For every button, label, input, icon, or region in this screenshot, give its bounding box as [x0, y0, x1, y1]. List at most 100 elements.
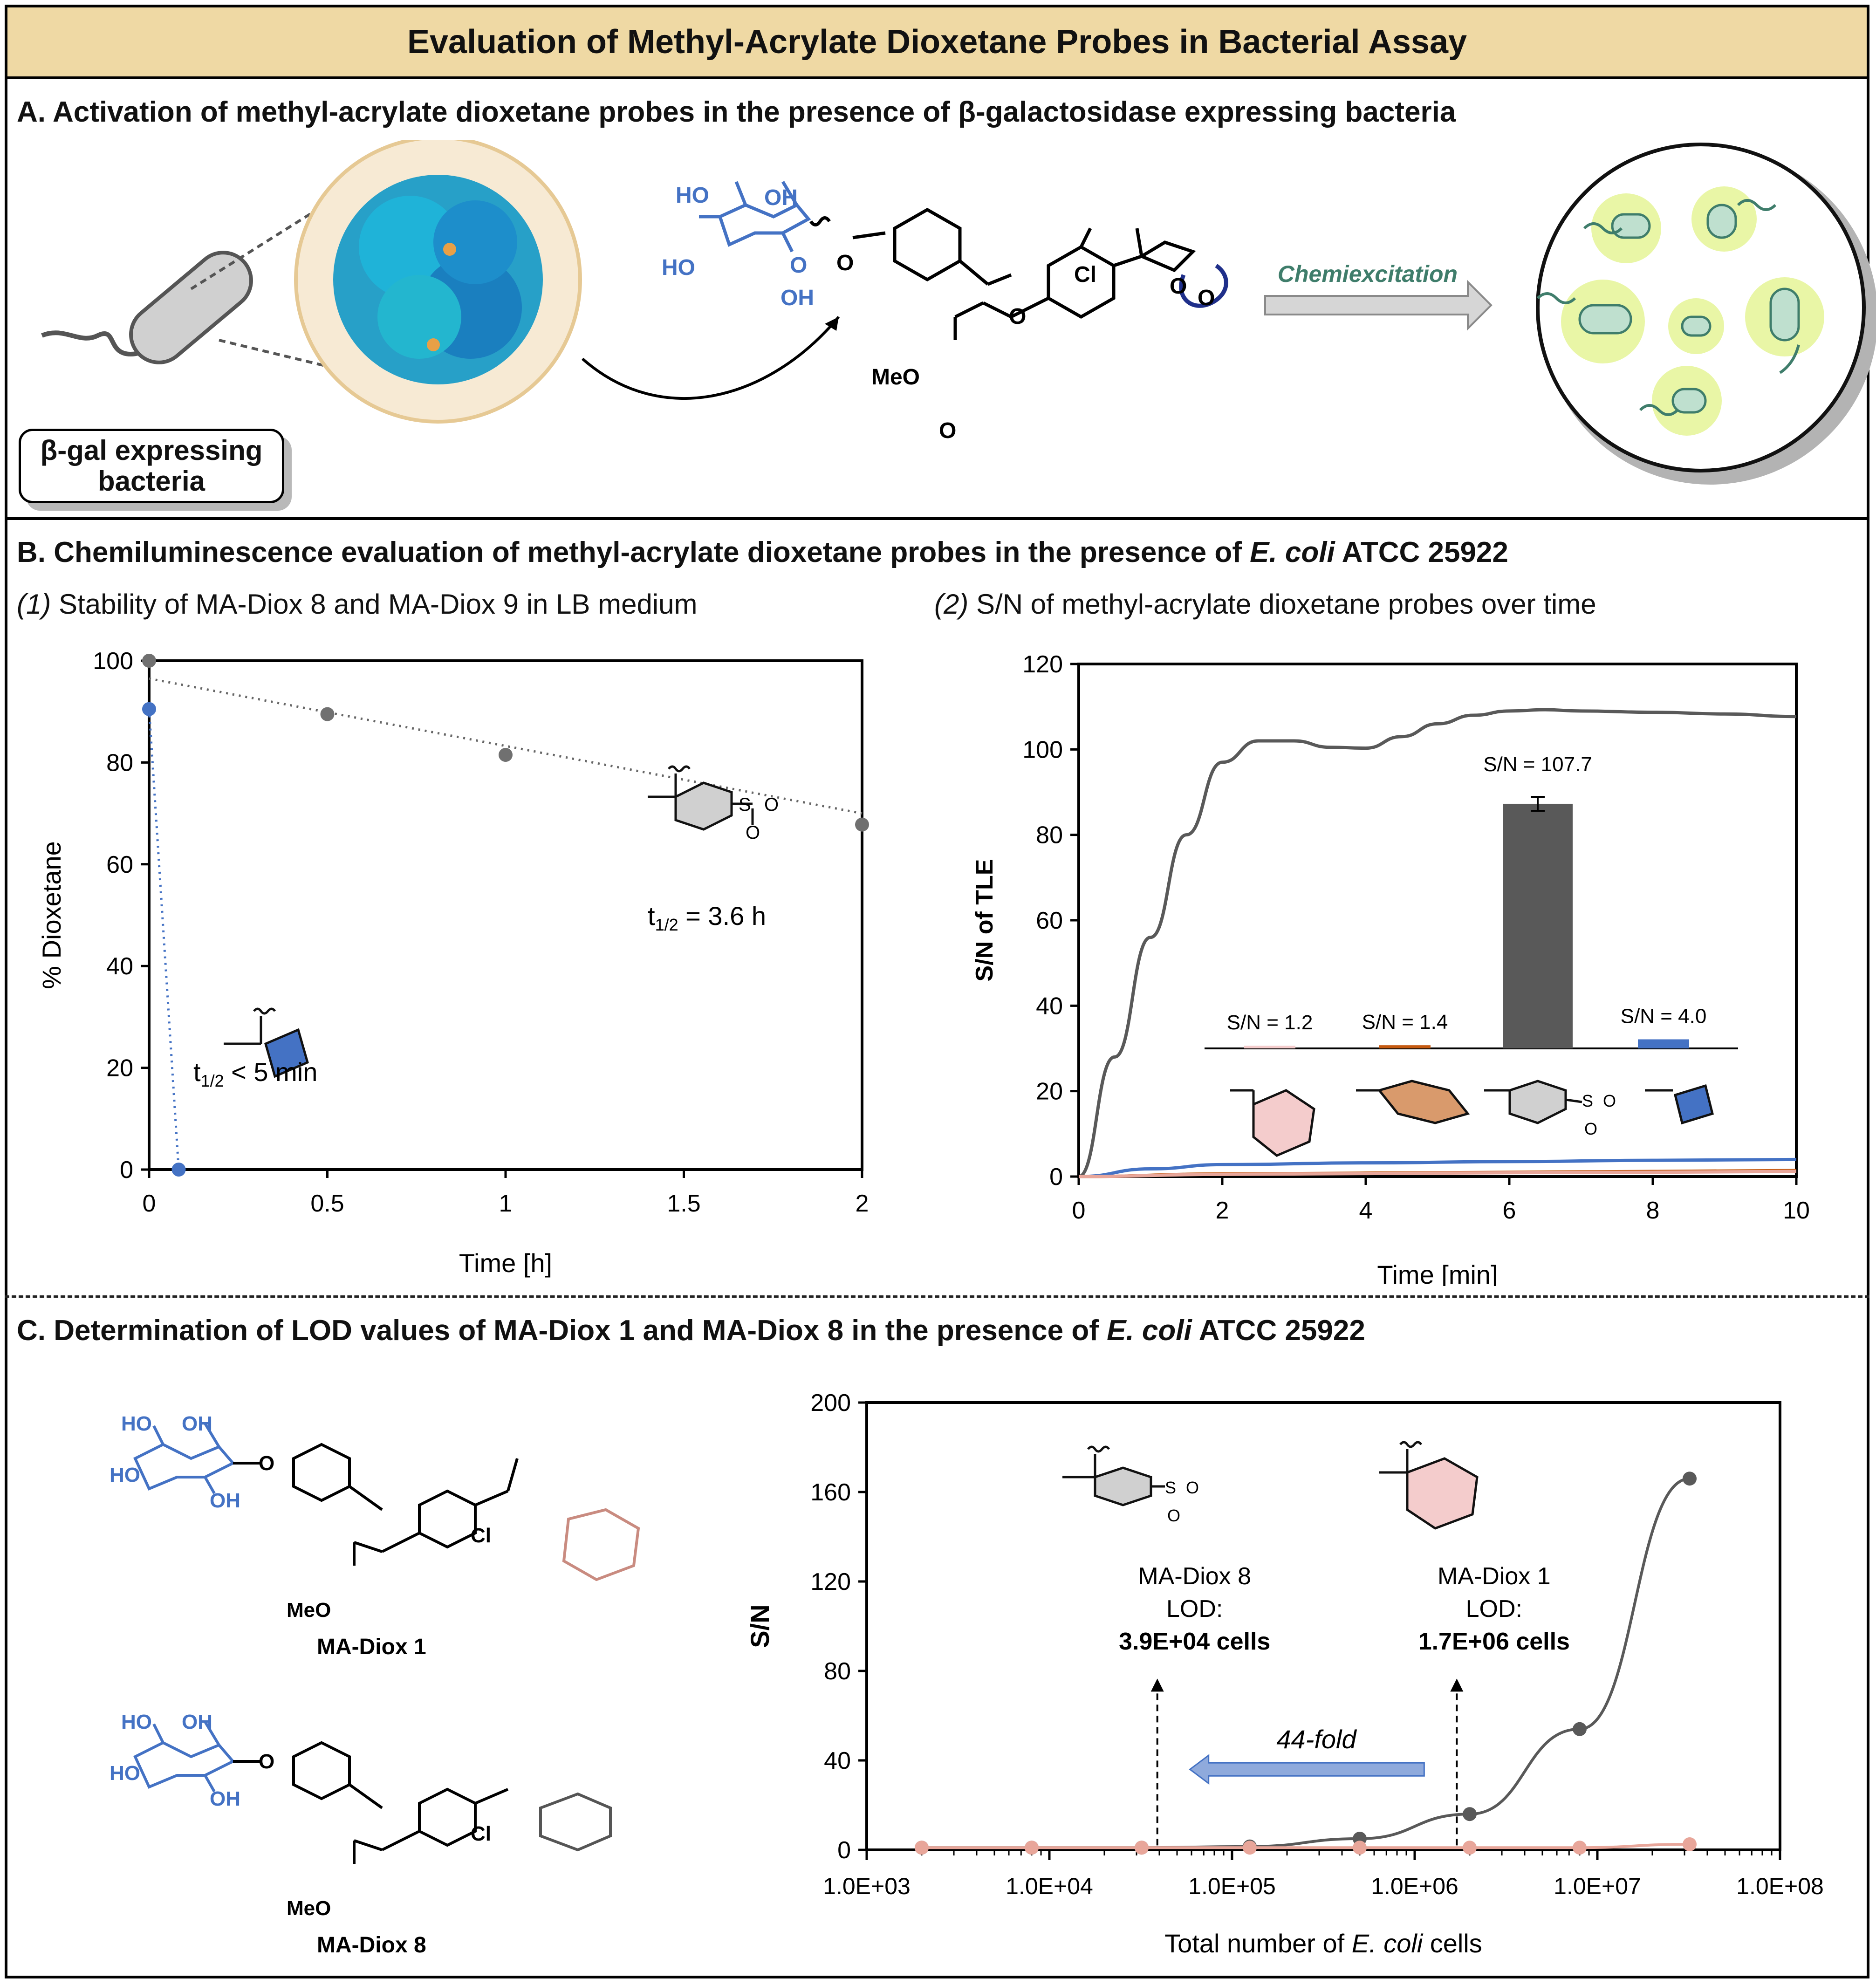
b1-point-series1	[171, 1163, 186, 1177]
c-point-series0	[1573, 1722, 1587, 1736]
b2-x-tick-label: 4	[1359, 1197, 1373, 1224]
b1-x-tick-label: 0.5	[310, 1190, 344, 1217]
inset-s-label: S	[1582, 1091, 1593, 1110]
cyclohexyl-structure-icon	[1356, 1080, 1470, 1124]
b2-inset-bar-label: S/N = 1.2	[1227, 1011, 1313, 1034]
b2-inset-bar	[1244, 1046, 1295, 1048]
panel-a-letter: A	[17, 96, 38, 128]
panel-b2-subtitle: (2) S/N of methyl-acrylate dioxetane pro…	[934, 588, 1596, 620]
panel-a-illustration: HO OH HO OH O O O Cl O O MeO O Chemiexci…	[41, 140, 1876, 485]
compound2-name: MA-Diox 8	[317, 1933, 426, 1958]
b2-x-tick-label: 8	[1646, 1197, 1660, 1224]
c-point-series0	[1683, 1472, 1697, 1486]
b2-inset-bar	[1503, 803, 1573, 1048]
b2-y-tick-label: 40	[1036, 992, 1063, 1020]
c-lod-value: 1.7E+06 cells	[1418, 1628, 1570, 1655]
panel-c-title: C. Determination of LOD values of MA-Dio…	[17, 1314, 1365, 1347]
adamantyl-structure-icon	[1230, 1089, 1315, 1157]
b2-y-tick-label: 100	[1022, 736, 1063, 763]
c2-label-ho-1: HO	[121, 1711, 152, 1733]
figure-title-bar: Evaluation of Methyl-Acrylate Dioxetane …	[5, 5, 1869, 79]
c-point-series1	[1242, 1841, 1257, 1855]
c-x-tick-label: 1.0E+03	[823, 1873, 911, 1899]
c-point-series1	[1683, 1837, 1697, 1851]
figure-title: Evaluation of Methyl-Acrylate Dioxetane …	[407, 23, 1467, 61]
b1-trend-line-sulfone	[149, 677, 863, 815]
chemiexcitation-label: Chemiexcitation	[1278, 261, 1458, 287]
panel-a-title: A. Activation of methyl-acrylate dioxeta…	[17, 96, 1456, 128]
label-o-link: O	[836, 251, 854, 275]
b1-x-tick-label: 2	[856, 1190, 869, 1217]
label-ho-2: HO	[662, 255, 695, 280]
lod-o-label-2: O	[1167, 1506, 1180, 1525]
c-point-series1	[1573, 1841, 1587, 1855]
c2-label-cl: Cl	[471, 1822, 491, 1845]
c-lod-arrow-head	[1150, 1678, 1164, 1692]
lod-adamantyl-structure-icon	[1379, 1441, 1479, 1530]
b2-y-tick-label: 0	[1049, 1164, 1063, 1191]
panel-c-structures: HO OH HO OH O Cl MeO MA-Diox 1 HO OH HO …	[110, 1412, 640, 1958]
b1-x-axis-label: Time [h]	[459, 1248, 552, 1278]
b2-x-tick-label: 6	[1503, 1197, 1516, 1224]
b1-point-series1	[142, 702, 156, 716]
b1-y-tick-label: 60	[106, 851, 133, 878]
lod-sulfone-structure-icon	[1062, 1445, 1165, 1506]
b2-inset-bar-label: S/N = 4.0	[1621, 1005, 1707, 1028]
b2-y-tick-label: 60	[1036, 907, 1063, 934]
cyclobutyl-inset-structure-icon	[1645, 1084, 1714, 1125]
label-o-b: O	[1198, 286, 1215, 310]
signal-to-noise-time-chart: 0 20 40 60 80 100 120 0 2 4 6 8 10 Time [min] S/N of T…	[971, 651, 1810, 1286]
b1-x-tick-label: 0	[143, 1190, 156, 1217]
c-y-tick-label: 0	[837, 1837, 851, 1864]
c2-label-meo: MeO	[287, 1897, 331, 1920]
b2-series-line-3	[1078, 1170, 1797, 1178]
c-lod-arrow-head	[1450, 1678, 1464, 1692]
b2-y-tick-label: 80	[1036, 822, 1063, 849]
c1-label-ho-2: HO	[110, 1464, 140, 1486]
c-plot-frame	[865, 1401, 1781, 1851]
bacteria-label-box: β-gal expressing bacteria	[19, 429, 284, 503]
panel-b2-text: S/N of methyl-acrylate dioxetane probes …	[968, 589, 1596, 620]
stability-chart: 0 20 40 60 80 100 0 0.5 1 1.5 2 Time [h] % Dioxetane…	[37, 648, 869, 1278]
b1-x-tick-label: 1	[499, 1190, 513, 1217]
panel-c-title-post: ATCC 25922	[1191, 1314, 1365, 1347]
b1-y-tick-label: 80	[106, 749, 133, 776]
c-point-series1	[1352, 1841, 1367, 1855]
c-y-tick-label: 80	[824, 1658, 851, 1685]
bacterium-icon	[41, 251, 253, 364]
c-lod-label: LOD:	[1466, 1595, 1522, 1622]
bacteria-label-line2: bacteria	[97, 465, 205, 497]
c-x-axis-label: Total number of E. coli cells	[1164, 1929, 1482, 1958]
panel-b-title-pre: Chemiluminescence evaluation of methyl-a…	[54, 536, 1250, 568]
label-meo: MeO	[871, 365, 920, 390]
b2-inset-bar-label: S/N = 107.7	[1483, 753, 1592, 776]
panel-b-letter: B	[17, 536, 38, 568]
b2-x-tick-label: 0	[1072, 1197, 1086, 1224]
c-fold-arrow	[1189, 1754, 1425, 1785]
b2-x-axis-label: Time [min]	[1377, 1260, 1498, 1286]
sulfone-structure-icon	[648, 765, 754, 831]
c-fold-label: 44-fold	[1276, 1725, 1357, 1754]
chemiexcitation-arrow	[1264, 280, 1493, 331]
c1-label-o-link: O	[259, 1452, 274, 1475]
c-x-tick-label: 1.0E+05	[1188, 1873, 1276, 1899]
inset-o-label-1: O	[1603, 1091, 1616, 1110]
b2-series-line-0	[1078, 708, 1797, 1178]
b2-inset-bar	[1638, 1039, 1689, 1048]
panel-b-title: B. Chemiluminescence evaluation of methy…	[17, 536, 1508, 568]
sulfone-inset-structure-icon	[1484, 1080, 1582, 1124]
c1-label-cl: Cl	[471, 1524, 491, 1547]
b1-y-tick-label: 100	[93, 648, 133, 675]
sulfone-o-label-2: O	[746, 822, 760, 843]
panel-b-title-post: ATCC 25922	[1335, 536, 1508, 568]
c-y-tick-label: 120	[810, 1568, 851, 1595]
c-series-line-0	[922, 1477, 1690, 1849]
c-point-series1	[915, 1841, 929, 1855]
b2-series-line-1	[1078, 1157, 1797, 1178]
b2-y-tick-label: 20	[1036, 1078, 1063, 1105]
c1-label-oh-1: OH	[182, 1412, 212, 1435]
c-series-line-1	[922, 1843, 1690, 1849]
b1-trend-line-cyclobutyl	[148, 709, 180, 1170]
b1-y-tick-label: 20	[106, 1055, 133, 1082]
label-o-carbonyl: O	[939, 418, 956, 443]
